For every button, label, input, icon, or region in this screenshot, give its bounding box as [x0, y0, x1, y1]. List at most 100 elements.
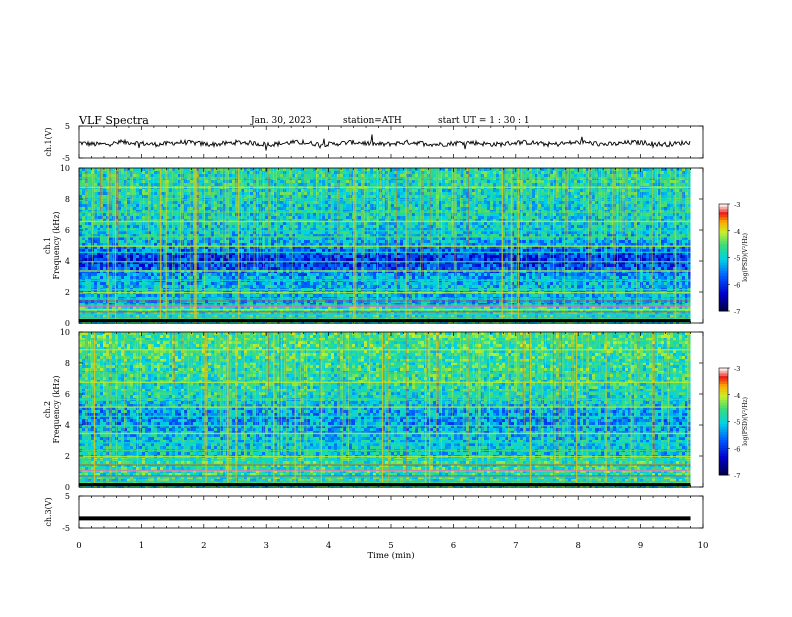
- spec-cell: [103, 180, 106, 183]
- spec-cell: [79, 255, 82, 258]
- spec-cell: [304, 276, 307, 279]
- spec-cell: [298, 231, 301, 234]
- spec-cell: [286, 240, 289, 243]
- spec-cell: [121, 213, 124, 216]
- spec-cell: [325, 204, 328, 207]
- spec-cell: [346, 258, 349, 261]
- spec-cell: [142, 294, 145, 297]
- spec-cell: [340, 201, 343, 204]
- spec-cell: [79, 183, 82, 186]
- spec-cell: [133, 267, 136, 270]
- spec-cell: [328, 222, 331, 225]
- spec-cell: [226, 294, 229, 297]
- spec-cell: [91, 294, 94, 297]
- spec-cell: [82, 282, 85, 285]
- spec-cell: [301, 222, 304, 225]
- spec-cell: [169, 273, 172, 276]
- spec-cell: [295, 276, 298, 279]
- spec-cell: [103, 204, 106, 207]
- spec-cell: [313, 183, 316, 186]
- spec-cell: [109, 258, 112, 261]
- spec-cell: [145, 183, 148, 186]
- spec-cell: [283, 264, 286, 267]
- spec-cell: [112, 282, 115, 285]
- spec-cell: [283, 282, 286, 285]
- spec-cell: [265, 267, 268, 270]
- spec-cell: [259, 285, 262, 288]
- spec-cell: [121, 285, 124, 288]
- spec-cell: [169, 267, 172, 270]
- spec-cell: [316, 276, 319, 279]
- spec-cell: [187, 204, 190, 207]
- spec-cell: [358, 264, 361, 267]
- spec-cell: [328, 201, 331, 204]
- spec-cell: [322, 267, 325, 270]
- spec-cell: [91, 276, 94, 279]
- spec-cell: [322, 195, 325, 198]
- spec-cell: [205, 264, 208, 267]
- spec-cell: [349, 216, 352, 219]
- spec-cell: [331, 264, 334, 267]
- spec-cell: [307, 258, 310, 261]
- spec-cell: [208, 267, 211, 270]
- spec-cell: [109, 222, 112, 225]
- spec-cell: [226, 264, 229, 267]
- spec-cell: [97, 249, 100, 252]
- spec-cell: [217, 213, 220, 216]
- spec-cell: [217, 225, 220, 228]
- spec-cell: [310, 207, 313, 210]
- spec-cell: [205, 225, 208, 228]
- spec-cell: [340, 231, 343, 234]
- spec-cell: [280, 282, 283, 285]
- spec-cell: [328, 225, 331, 228]
- spec-cell: [169, 264, 172, 267]
- spec-cell: [94, 231, 97, 234]
- spec-cell: [169, 168, 172, 171]
- spec-cell: [271, 222, 274, 225]
- spec-cell: [127, 222, 130, 225]
- spec-cell: [169, 225, 172, 228]
- spec-cell: [208, 201, 211, 204]
- spec-cell: [286, 294, 289, 297]
- spec-cell: [310, 294, 313, 297]
- spec-cell: [154, 183, 157, 186]
- spec-cell: [316, 285, 319, 288]
- spec-cell: [199, 213, 202, 216]
- spec-cell: [301, 216, 304, 219]
- spec-cell: [97, 294, 100, 297]
- spec-cell: [154, 204, 157, 207]
- spec-cell: [88, 240, 91, 243]
- spec-cell: [112, 285, 115, 288]
- spec-cell: [349, 207, 352, 210]
- spec-cell: [349, 285, 352, 288]
- spec-cell: [82, 174, 85, 177]
- spec-cell: [328, 255, 331, 258]
- spec-cell: [250, 240, 253, 243]
- spec-cell: [139, 276, 142, 279]
- spec-cell: [181, 273, 184, 276]
- spec-cell: [343, 267, 346, 270]
- spec-cell: [232, 207, 235, 210]
- spec-cell: [133, 222, 136, 225]
- spec-cell: [256, 294, 259, 297]
- spec-cell: [319, 285, 322, 288]
- spec-cell: [247, 264, 250, 267]
- spec-cell: [187, 273, 190, 276]
- spec-cell: [211, 273, 214, 276]
- spec-cell: [331, 174, 334, 177]
- spec-cell: [271, 276, 274, 279]
- spec-cell: [217, 282, 220, 285]
- spec-cell: [91, 285, 94, 288]
- spec-cell: [337, 207, 340, 210]
- spec-cell: [337, 216, 340, 219]
- spec-cell: [304, 192, 307, 195]
- spec-cell: [145, 267, 148, 270]
- spec-cell: [109, 231, 112, 234]
- spec-cell: [139, 240, 142, 243]
- spec-cell: [148, 282, 151, 285]
- spec-cell: [283, 231, 286, 234]
- spec-cell: [94, 240, 97, 243]
- spec-cell: [97, 273, 100, 276]
- spec-cell: [214, 282, 217, 285]
